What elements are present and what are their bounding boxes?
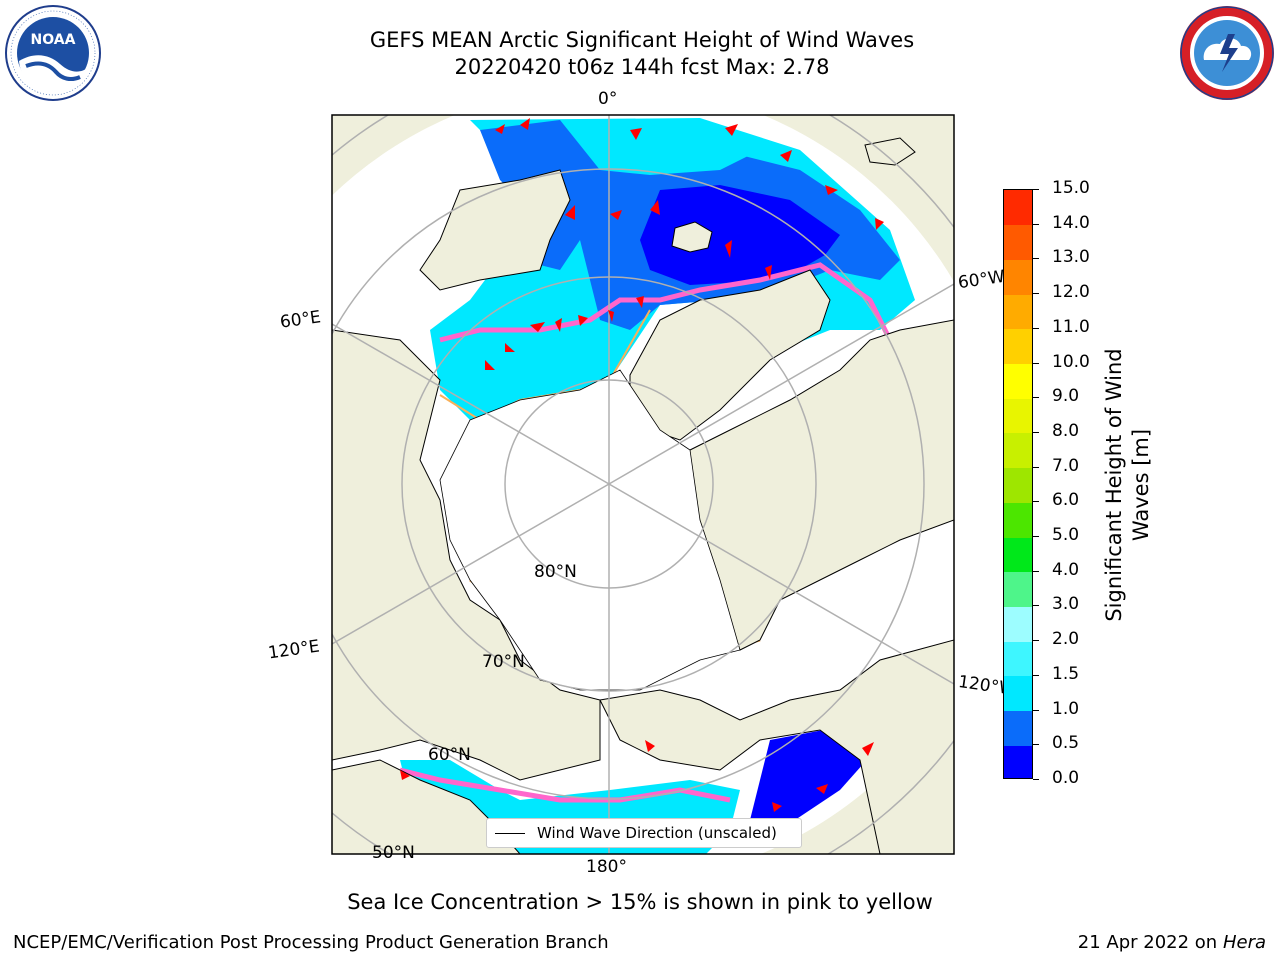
colorbar-tick-label: 6.0 — [1052, 490, 1080, 511]
wind-direction-arrows — [400, 118, 884, 812]
colorbar-tick-label: 14.0 — [1052, 212, 1090, 233]
colorbar-band — [1004, 294, 1032, 330]
svalbard-land — [671, 221, 713, 253]
colorbar-band — [1004, 571, 1032, 607]
colorbar — [1003, 189, 1033, 779]
colorbar-band — [1004, 502, 1032, 538]
sea-ice-arctic — [439, 369, 741, 691]
colorbar-band — [1004, 467, 1032, 503]
wave-field-cyan-patch — [600, 130, 760, 175]
wave-field-deep-blue — [640, 185, 840, 285]
colorbar-band — [1004, 641, 1032, 677]
colorbar-title: Significant Height of Wind Waves [m] — [1102, 348, 1153, 622]
colorbar-band — [1004, 398, 1032, 434]
colorbar-tick-mark — [1033, 431, 1039, 433]
colorbar-tick-mark — [1033, 258, 1039, 260]
lon-label-180: 180° — [586, 857, 627, 877]
colorbar-tick-mark — [1033, 536, 1039, 538]
colorbar-tick-label: 1.5 — [1052, 663, 1080, 684]
nws-logo — [1178, 4, 1276, 102]
chart-title: GEFS MEAN Arctic Significant Height of W… — [369, 28, 915, 52]
lat-label-80: 80°N — [534, 562, 577, 582]
colorbar-tick-mark — [1033, 605, 1039, 607]
colorbar-tick-mark — [1033, 779, 1039, 780]
colorbar-tick-mark — [1033, 466, 1039, 468]
legend-label: Wind Wave Direction (unscaled) — [537, 824, 777, 842]
colorbar-tick-label: 3.0 — [1052, 594, 1080, 615]
credit-text: NCEP/EMC/Verification Post Processing Pr… — [13, 932, 609, 953]
map-frame — [331, 114, 955, 855]
date-text: 21 Apr 2022 on Hera — [1078, 932, 1266, 953]
sea-ice-caption: Sea Ice Concentration > 15% is shown in … — [347, 890, 933, 914]
colorbar-tick-mark — [1033, 327, 1039, 329]
colorbar-tick-mark — [1033, 640, 1039, 642]
land-alaska — [599, 639, 954, 854]
legend-line-icon — [495, 833, 525, 834]
map-legend: Wind Wave Direction (unscaled) — [486, 818, 802, 848]
colorbar-tick-label: 12.0 — [1052, 282, 1090, 303]
colorbar-band — [1004, 432, 1032, 469]
lat-label-60: 60°N — [428, 745, 471, 765]
colorbar-tick-mark — [1033, 501, 1039, 503]
colorbar-band — [1004, 224, 1032, 260]
colorbar-band — [1004, 745, 1032, 778]
colorbar-band — [1004, 363, 1032, 399]
graticule — [332, 115, 954, 854]
colorbar-band — [1004, 537, 1032, 573]
colorbar-tick-label: 2.0 — [1052, 629, 1080, 650]
land-kamchatka — [332, 759, 521, 854]
colorbar-band — [1004, 675, 1032, 712]
colorbar-band — [1004, 259, 1032, 295]
land-siberia — [332, 329, 601, 781]
colorbar-band — [1004, 710, 1032, 746]
land-iceland — [864, 137, 916, 166]
colorbar-tick-mark — [1033, 709, 1039, 711]
colorbar-tick-label: 15.0 — [1052, 178, 1090, 198]
colorbar-tick-mark — [1033, 397, 1039, 399]
colorbar-tick-label: 1.0 — [1052, 698, 1080, 719]
colorbar-band — [1004, 190, 1032, 226]
colorbar-tick-mark — [1033, 362, 1039, 364]
colorbar-tick-mark — [1033, 744, 1039, 746]
colorbar-band — [1004, 328, 1032, 365]
date-value: 21 Apr 2022 on — [1077, 932, 1223, 953]
ice-edge-atlantic — [439, 262, 893, 343]
colorbar-tick-label: 0.0 — [1052, 768, 1080, 788]
colorbar-tick-label: 7.0 — [1052, 455, 1080, 476]
lat-label-70: 70°N — [482, 652, 525, 672]
colorbar-tick-label: 8.0 — [1052, 420, 1080, 441]
colorbar-tick-label: 4.0 — [1052, 559, 1080, 580]
colorbar-band — [1004, 606, 1032, 642]
colorbar-tick-label: 0.5 — [1052, 733, 1080, 754]
lon-label-0: 0° — [598, 89, 618, 109]
colorbar-tick-label: 13.0 — [1052, 247, 1090, 268]
colorbar-tick-label: 9.0 — [1052, 386, 1080, 407]
colorbar-tick-mark — [1033, 223, 1039, 225]
colorbar-tick-mark — [1033, 674, 1039, 676]
host-name: Hera — [1222, 932, 1266, 953]
noaa-logo: NOAA — [4, 4, 102, 102]
colorbar-tick-label: 10.0 — [1052, 351, 1090, 372]
chart-subtitle: 20220420 t06z 144h fcst Max: 2.78 — [454, 55, 830, 79]
colorbar-tick-label: 11.0 — [1052, 316, 1090, 337]
svg-text:NOAA: NOAA — [31, 32, 76, 48]
colorbar-tick-mark — [1033, 189, 1039, 190]
colorbar-tick-mark — [1033, 293, 1039, 295]
colorbar-tick-mark — [1033, 570, 1039, 572]
ice-edge-pacific — [399, 767, 731, 803]
colorbar-tick-label: 5.0 — [1052, 525, 1080, 546]
land-scandinavia — [419, 169, 571, 291]
lat-label-50: 50°N — [372, 843, 415, 863]
